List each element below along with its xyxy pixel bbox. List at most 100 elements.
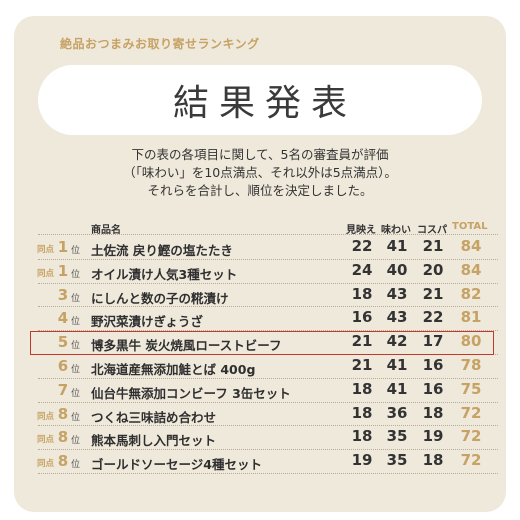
score-total: 80 [460,332,482,351]
score-look: 18 [351,427,373,446]
product-name: にしんと数の子の糀漬け [91,290,229,306]
table-divider [38,306,498,308]
table-row: 3 位にしんと数の子の糀漬け 18 43 21 82 [0,285,520,307]
table-divider [38,425,498,427]
table-row: 5 位博多黒牛 炭火焼風ローストビーフ 21 42 17 80 [0,332,520,354]
table-divider [38,377,498,379]
column-header-taste: 味わい [381,225,411,236]
table-row: 4 位野沢菜漬けぎょうざ 16 43 22 81 [0,308,520,330]
score-look: 18 [351,403,373,422]
product-name: 博多黒牛 炭火焼風ローストビーフ [91,338,282,354]
rank-suffix: 位 [71,388,81,399]
score-total: 78 [460,356,482,374]
table-divider [38,473,498,474]
table-divider [38,258,498,260]
tie-label: 同点 [37,245,55,255]
rank-number: 6 [57,357,69,375]
rank-suffix: 位 [71,436,81,447]
score-total: 84 [460,237,482,255]
score-taste: 43 [386,308,408,327]
rank-number: 7 [57,380,69,399]
product-name: 仙台牛無添加コンビーフ 3缶セット [91,385,291,401]
product-name: ゴールドソーセージ4種セット [91,457,262,473]
rank-number: 8 [57,404,69,423]
rank-number: 8 [57,428,69,447]
score-total: 72 [460,427,482,446]
rank-number: 1 [57,261,69,280]
score-value: 16 [422,356,444,374]
score-value: 21 [422,237,444,255]
score-taste: 43 [386,284,408,303]
description-line: （「味わい」を10点満点、それ以外は5点満点）。 [123,165,397,180]
rank-number: 5 [57,333,69,352]
score-look: 24 [351,260,373,279]
score-value: 19 [422,427,444,446]
tie-label: 同点 [37,268,55,279]
rank-suffix: 位 [71,317,81,328]
column-header-look: 見映え [346,225,376,236]
rank-suffix: 位 [71,246,81,256]
header-label: 絶品おつまみお取り寄せランキング [60,37,260,51]
description-line: 下の表の各項目に関して、5名の審査員が評価 [131,147,389,162]
rank-suffix: 位 [71,293,81,304]
score-taste: 41 [386,379,408,398]
score-total: 84 [460,260,482,279]
tie-label: 同点 [37,435,55,446]
score-value: 16 [422,379,444,398]
rank-number: 4 [57,309,69,328]
page-title: 結果発表 [172,83,357,124]
product-name: 北海道産無添加鮭とば 400g [91,362,256,377]
score-taste: 35 [386,427,408,446]
table-divider [38,449,498,451]
score-taste: 42 [386,332,408,351]
highlight-frame [30,331,494,355]
product-name: つくね三味詰め合わせ [91,409,217,425]
rank-suffix: 位 [71,341,81,352]
score-total: 82 [460,284,482,303]
score-total: 81 [460,308,482,327]
score-taste: 36 [386,403,408,422]
table-divider [38,330,498,332]
rank-suffix: 位 [71,460,81,471]
score-value: 17 [422,332,444,351]
score-value: 22 [422,308,444,327]
score-look: 18 [351,284,373,303]
score-taste: 40 [386,260,408,279]
table-divider [38,282,498,284]
table-row: 同点 8 位つくね三味詰め合わせ 18 36 18 72 [0,404,520,426]
rank-number: 8 [57,452,69,471]
score-total: 72 [460,403,482,422]
product-name: オイル漬け人気3種セット [91,266,238,282]
tie-label: 同点 [37,459,55,470]
rank-suffix: 位 [71,412,81,423]
table-row: 同点 8 位ゴールドソーセージ4種セット 19 35 18 72 [0,451,520,473]
title-banner: 結果発表 [38,65,482,135]
table-row: 7 位仙台牛無添加コンビーフ 3缶セット 18 41 16 75 [0,380,520,402]
table-row: 同点 1 位土佐流 戻り鰹の塩たたき 22 41 21 84 [0,237,520,259]
table-divider [38,401,498,403]
rank-number: 3 [57,285,69,304]
tie-label: 同点 [37,411,55,422]
score-look: 21 [351,356,373,374]
score-look: 16 [351,308,373,327]
score-taste: 41 [386,237,408,255]
rank-suffix: 位 [71,365,81,375]
score-look: 21 [351,332,373,351]
table-row: 同点 1 位オイル漬け人気3種セット 24 40 20 84 [0,261,520,283]
score-look: 18 [351,379,373,398]
score-taste: 41 [386,356,408,374]
rank-number: 1 [57,238,69,256]
rank-suffix: 位 [71,269,81,280]
product-name: 熊本馬刺し入門セット [91,433,217,449]
table-row: 6 位北海道産無添加鮭とば 400g 21 41 16 78 [0,356,520,378]
column-header-name: 商品名 [91,225,121,236]
score-value: 21 [422,284,444,303]
score-taste: 35 [386,451,408,470]
score-value: 20 [422,260,444,279]
table-row: 同点 8 位熊本馬刺し入門セット 18 35 19 72 [0,427,520,449]
score-total: 72 [460,451,482,470]
score-total: 75 [460,379,482,398]
score-value: 18 [422,451,444,470]
score-look: 22 [351,237,373,255]
description-line: それらを合計し、順位を決定しました。 [147,183,373,198]
